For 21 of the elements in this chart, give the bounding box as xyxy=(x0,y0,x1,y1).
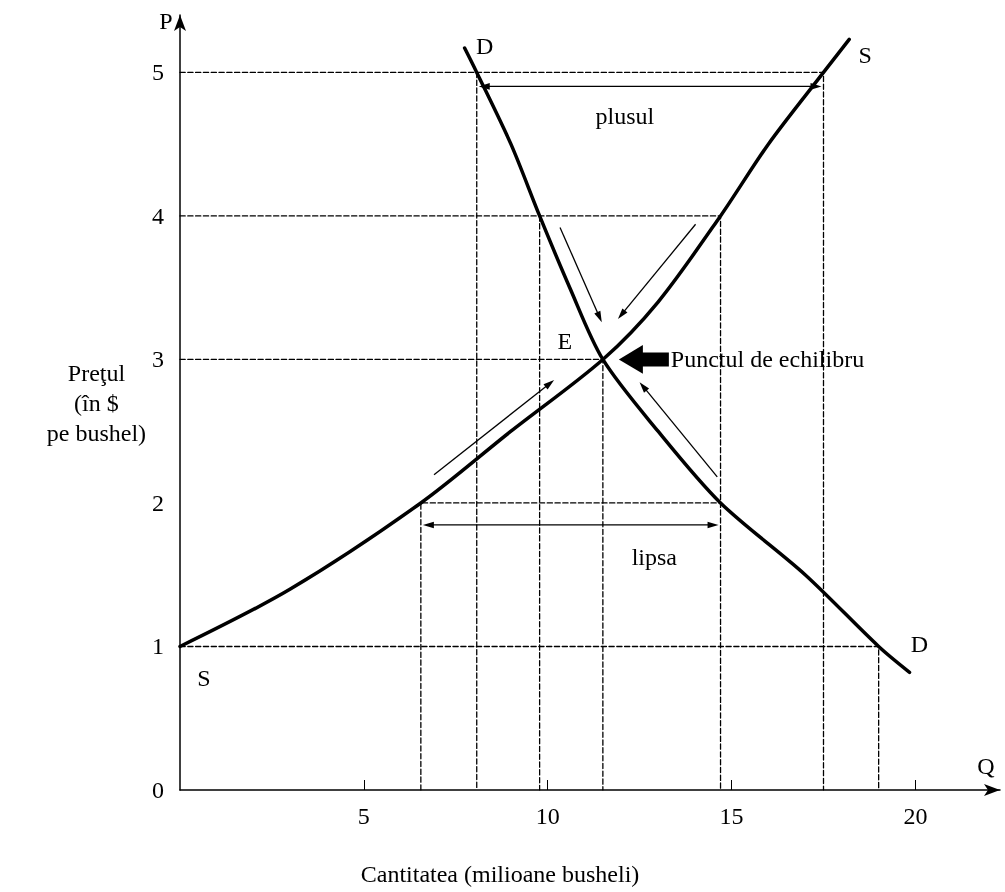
y-tick-label: 3 xyxy=(152,346,164,373)
annotation: S xyxy=(858,42,872,69)
x-axis-title: Cantitatea (milioane busheli) xyxy=(360,861,640,887)
y-tick-label: 1 xyxy=(152,633,164,660)
x-tick-label: 20 xyxy=(903,803,928,829)
annotation: E xyxy=(557,328,573,355)
y-axis-title: Preţul (în $ pe bushel) xyxy=(46,359,147,446)
annotation: S xyxy=(197,665,211,692)
annotation: Q xyxy=(977,753,995,779)
text: P xyxy=(159,8,173,34)
annotation: lipsa xyxy=(631,543,678,570)
y-tick-label: 0 xyxy=(152,777,164,803)
y-tick-label: 5 xyxy=(152,59,164,86)
x-tick-label: 5 xyxy=(357,803,370,829)
annotation: D xyxy=(475,33,494,60)
x-tick-label: 15 xyxy=(719,803,744,829)
annotation: plusul xyxy=(595,103,655,130)
y-tick-label: 2 xyxy=(152,489,164,516)
y-tick-label: 4 xyxy=(152,202,164,229)
x-tick-label: 10 xyxy=(535,803,560,829)
annotation: D xyxy=(910,631,929,658)
